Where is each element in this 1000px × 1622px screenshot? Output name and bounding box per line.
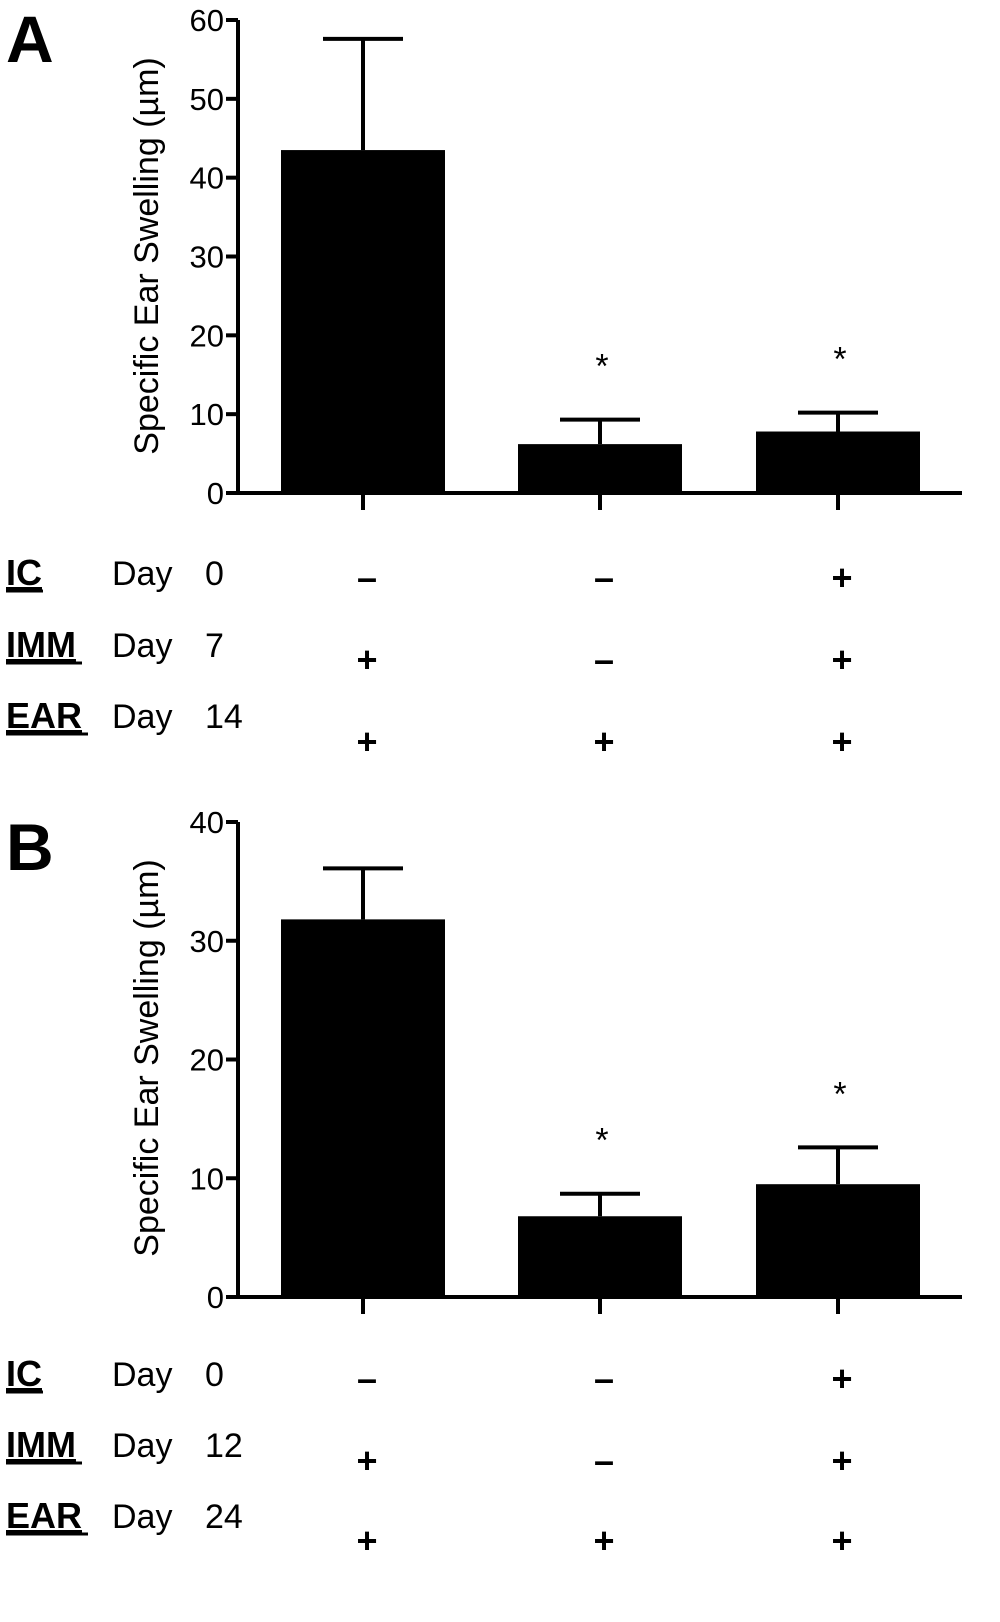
y-tick-label: 40 [190,161,224,196]
y-tick-label: 40 [190,805,224,840]
condition-day-word: Day [112,1356,172,1394]
significance-marker: * [833,341,846,379]
y-tick-label: 30 [190,924,224,959]
condition-sign: + [356,1520,377,1561]
condition-sign: – [594,557,614,598]
condition-sign: + [831,1358,852,1399]
condition-sign: + [831,1520,852,1561]
condition-name: IMM [6,624,76,665]
bar [518,1216,682,1297]
y-axis-title: Specific Ear Swelling (µm) [128,57,166,454]
bar [756,1184,920,1297]
y-tick-label: 10 [190,397,224,432]
condition-day-word: Day [112,698,172,736]
y-tick-label: 0 [207,476,224,511]
y-tick-label: 30 [190,240,224,275]
bar [281,919,445,1297]
condition-sign: – [594,1440,614,1481]
condition-sign: – [357,557,377,598]
y-tick-label: 0 [207,1280,224,1315]
y-tick-label: 60 [190,3,224,38]
condition-sign: – [357,1358,377,1399]
y-tick-label: 10 [190,1161,224,1196]
panel-a: A 0 10 20 30 40 50 60 Specific Ear Swelling (µm)… [6,2,962,762]
condition-sign: + [593,1520,614,1561]
condition-sign: + [831,639,852,680]
significance-marker: * [595,1122,608,1160]
condition-day: 14 [205,698,243,736]
panel-label: A [6,2,54,76]
y-axis-title: Specific Ear Swelling (µm) [128,859,166,1256]
condition-day: 12 [205,1427,243,1465]
bar [756,431,920,493]
significance-marker: * [595,348,608,386]
condition-sign: + [356,639,377,680]
condition-day-word: Day [112,555,172,593]
bar [518,444,682,493]
condition-day: 0 [205,555,224,593]
condition-name: EAR [6,1495,82,1536]
condition-name: EAR [6,695,82,736]
condition-name: IC [6,1353,42,1394]
panel-label: B [6,810,54,884]
condition-day: 24 [205,1498,243,1536]
bar [281,150,445,493]
panel-b: B 0 10 20 30 40 Specific Ear Swelling (µm) * * IC… [6,805,962,1561]
y-tick-label: 50 [190,82,224,117]
condition-sign: – [594,639,614,680]
condition-name: IC [6,552,42,593]
condition-name: IMM [6,1424,76,1465]
y-tick-label: 20 [190,1043,224,1078]
condition-day-word: Day [112,1427,172,1465]
condition-sign: + [831,557,852,598]
condition-day: 0 [205,1356,224,1394]
condition-sign: – [594,1358,614,1399]
condition-sign: + [356,1440,377,1481]
condition-sign: + [831,721,852,762]
condition-sign: + [831,1440,852,1481]
condition-day-word: Day [112,1498,172,1536]
significance-marker: * [833,1075,846,1113]
condition-day-word: Day [112,627,172,665]
y-tick-label: 20 [190,318,224,353]
condition-sign: + [356,721,377,762]
condition-day: 7 [205,627,224,665]
condition-sign: + [593,721,614,762]
